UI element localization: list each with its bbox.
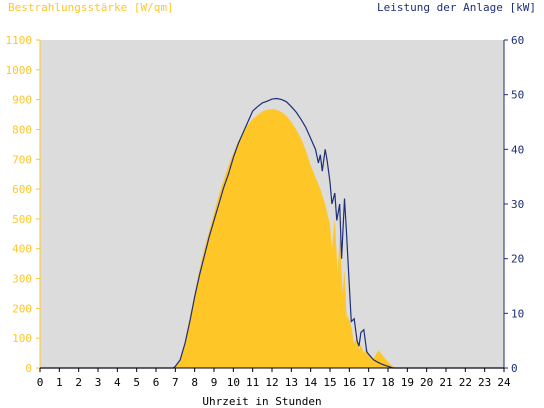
x-tick-label: 6 — [153, 376, 160, 389]
x-tick-label: 5 — [133, 376, 140, 389]
right-tick-label: 30 — [511, 198, 524, 211]
x-tick-label: 13 — [285, 376, 298, 389]
left-tick-label: 100 — [12, 332, 32, 345]
x-tick-label: 16 — [343, 376, 356, 389]
x-tick-label: 1 — [56, 376, 63, 389]
right-tick-label: 10 — [511, 307, 524, 320]
left-tick-label: 800 — [12, 123, 32, 136]
x-tick-label: 18 — [381, 376, 394, 389]
x-tick-label: 15 — [323, 376, 336, 389]
x-tick-label: 8 — [191, 376, 198, 389]
right-tick-label: 60 — [511, 34, 524, 47]
right-axis-title: Leistung der Anlage [kW] — [377, 1, 536, 14]
x-tick-label: 14 — [304, 376, 318, 389]
ticks-layer: 0100200300400500600700800900100011000102… — [6, 34, 525, 389]
x-tick-label: 12 — [265, 376, 278, 389]
x-tick-label: 19 — [401, 376, 414, 389]
x-tick-label: 17 — [362, 376, 375, 389]
irradiance-area — [40, 109, 504, 369]
x-tick-label: 0 — [37, 376, 44, 389]
left-tick-label: 400 — [12, 243, 32, 256]
left-tick-label: 1000 — [6, 64, 33, 77]
x-tick-label: 2 — [75, 376, 82, 389]
left-tick-label: 500 — [12, 213, 32, 226]
x-tick-label: 21 — [439, 376, 452, 389]
left-tick-label: 200 — [12, 302, 32, 315]
x-tick-label: 22 — [459, 376, 472, 389]
x-tick-label: 10 — [227, 376, 240, 389]
x-tick-label: 20 — [420, 376, 433, 389]
left-tick-label: 700 — [12, 153, 32, 166]
series-layer — [40, 97, 504, 369]
right-tick-label: 50 — [511, 89, 524, 102]
left-tick-label: 900 — [12, 94, 32, 107]
left-axis-title: Bestrahlungsstärke [W/qm] — [8, 1, 174, 14]
power-line — [40, 97, 504, 369]
left-tick-label: 0 — [25, 362, 32, 375]
x-tick-label: 9 — [211, 376, 218, 389]
x-tick-label: 23 — [478, 376, 491, 389]
right-tick-label: 40 — [511, 143, 524, 156]
x-tick-label: 7 — [172, 376, 179, 389]
left-tick-label: 1100 — [6, 34, 33, 47]
x-tick-label: 3 — [95, 376, 102, 389]
x-tick-label: 4 — [114, 376, 121, 389]
x-tick-label: 11 — [246, 376, 259, 389]
right-tick-label: 20 — [511, 253, 524, 266]
left-tick-label: 600 — [12, 183, 32, 196]
x-axis-title: Uhrzeit in Stunden — [202, 395, 321, 408]
right-tick-label: 0 — [511, 362, 518, 375]
left-tick-label: 300 — [12, 273, 32, 286]
x-tick-label: 24 — [497, 376, 511, 389]
